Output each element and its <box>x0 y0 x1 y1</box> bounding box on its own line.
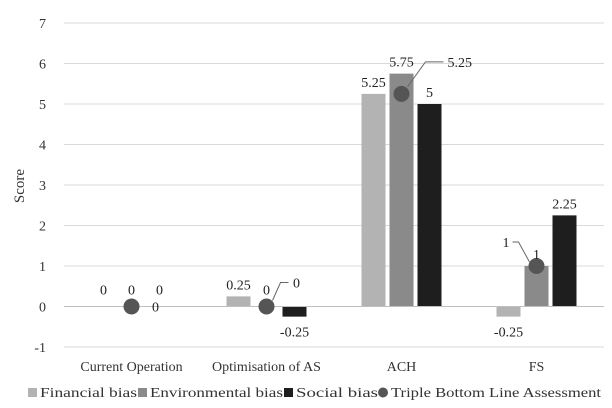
legend-label: Social bias <box>296 386 378 401</box>
y-tick-label: 1 <box>39 260 46 275</box>
bar <box>226 296 251 307</box>
assessment-points <box>123 85 545 315</box>
data-label: 0 <box>100 284 107 299</box>
data-label: 0 <box>152 301 159 316</box>
category-label: ACH <box>387 360 417 375</box>
data-label: 5.75 <box>389 56 414 71</box>
category-label: Current Operation <box>80 360 182 375</box>
y-tick-label: 6 <box>39 58 46 73</box>
legend-label: Financial bias <box>40 386 137 401</box>
data-label: 2.25 <box>552 197 577 212</box>
category-label: FS <box>529 360 545 375</box>
tbl-point <box>258 298 275 315</box>
y-axis-title: Score <box>12 169 28 203</box>
legend: Financial bias Environmental bias Social b… <box>28 386 601 401</box>
label-leader-line <box>272 282 289 301</box>
category-label: Optimisation of AS <box>212 360 321 375</box>
bars <box>226 73 577 317</box>
gridlines <box>64 22 604 348</box>
tbl-point <box>123 298 140 315</box>
legend-swatch <box>28 388 37 397</box>
data-label: 0 <box>263 284 270 299</box>
y-tick-label: 4 <box>39 139 46 154</box>
bar <box>389 73 414 307</box>
y-tick-label: 2 <box>39 220 46 235</box>
y-tick-label: 5 <box>39 98 46 113</box>
label-leader-line <box>512 241 530 263</box>
data-label: -0.25 <box>280 326 309 341</box>
data-label: 0 <box>293 277 300 292</box>
y-tick-label: 0 <box>39 301 46 316</box>
bar <box>282 306 307 317</box>
y-tick-label: 3 <box>39 179 46 194</box>
bar <box>496 306 521 317</box>
y-tick-label: 7 <box>39 17 46 32</box>
data-label: -0.25 <box>494 326 523 341</box>
legend-swatch <box>284 388 293 397</box>
data-label: 0.25 <box>226 278 251 293</box>
legend-marker <box>378 387 388 398</box>
legend-label: Triple Bottom Line Assessment <box>391 386 601 401</box>
y-axis-ticks: -1 0 1 2 3 4 5 6 7 <box>34 17 46 356</box>
tbl-point <box>528 258 545 274</box>
data-label: 5.25 <box>361 76 386 91</box>
tbl-point <box>393 85 410 102</box>
data-label: 0 <box>156 284 163 299</box>
category-labels: Current Operation Optimisation of AS ACH FS <box>80 360 544 375</box>
legend-label: Environmental bias <box>150 386 283 401</box>
data-label: 1 <box>533 248 540 263</box>
data-label: 5 <box>426 86 433 101</box>
legend-swatch <box>138 388 147 397</box>
bar <box>552 215 577 307</box>
label-leader-line <box>407 61 444 88</box>
y-tick-label: -1 <box>34 341 46 356</box>
data-label: 1 <box>503 236 510 251</box>
data-label: 0 <box>128 284 135 299</box>
data-label: 5.25 <box>448 56 473 71</box>
bar <box>361 93 386 307</box>
bar <box>417 104 442 307</box>
